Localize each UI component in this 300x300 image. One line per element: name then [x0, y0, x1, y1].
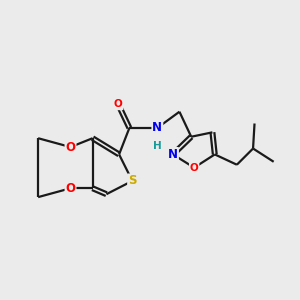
Text: S: S [128, 174, 136, 188]
Text: N: N [152, 122, 162, 134]
Text: O: O [114, 99, 123, 110]
Text: O: O [65, 141, 76, 154]
Text: O: O [190, 163, 199, 173]
Text: N: N [168, 148, 178, 161]
Text: O: O [65, 182, 76, 195]
Text: H: H [153, 141, 162, 151]
